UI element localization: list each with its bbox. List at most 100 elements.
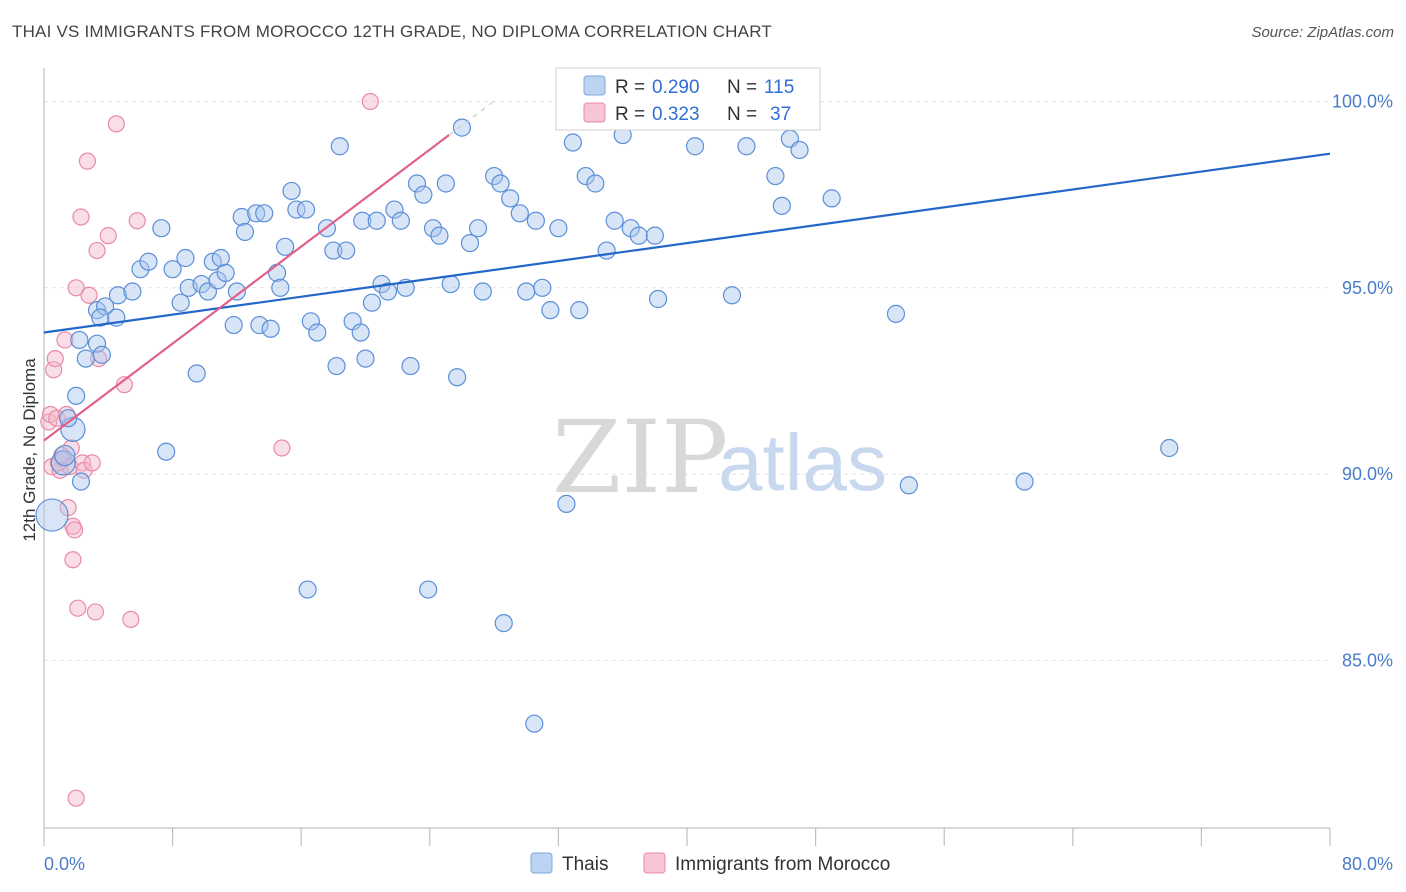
- morocco-point-25: [88, 241, 106, 260]
- thais-point-6: [71, 472, 91, 491]
- legend-bottom-morocco-swatch: [643, 852, 666, 874]
- watermark-zip: ZIP: [552, 399, 728, 516]
- thais-point-67: [414, 185, 433, 204]
- trend-lines: [43, 100, 1331, 442]
- legend-thais-n-label: N =: [727, 77, 757, 98]
- thais-point-78: [485, 166, 504, 186]
- legend-thais-r-value: 0.290: [652, 77, 700, 98]
- thais-point-72: [441, 274, 460, 294]
- thais-point-99: [648, 289, 668, 309]
- thais-point-51: [330, 137, 349, 156]
- legend-bottom-morocco-label: Immigrants from Morocco: [675, 854, 890, 875]
- y-tick-label-100: 100.0%: [1332, 92, 1393, 112]
- thais-point-37: [250, 315, 269, 335]
- thais-point-75: [460, 233, 480, 253]
- thais-point-56: [353, 211, 372, 230]
- morocco-point-31: [128, 212, 146, 230]
- thais-point-89: [563, 133, 582, 152]
- thais-point-25: [187, 364, 206, 383]
- thais-point-114: [525, 714, 544, 733]
- thais-point-20: [157, 442, 176, 461]
- thais-point-103: [737, 137, 756, 156]
- thais-point-41: [271, 278, 290, 297]
- thais-point-80: [494, 613, 513, 633]
- thais-point-83: [517, 282, 536, 301]
- thais-point-45: [296, 200, 316, 219]
- legend-thais-r-label: R =: [615, 77, 645, 98]
- morocco-point-28: [107, 115, 125, 133]
- thais-point-33: [227, 282, 246, 301]
- legend-bottom-thais-swatch: [530, 852, 553, 874]
- thais-point-105: [772, 196, 791, 215]
- thais-point-15: [108, 286, 128, 305]
- thais-point-86: [541, 301, 560, 320]
- thais-point-93: [597, 241, 616, 260]
- thais-point-42: [276, 237, 295, 256]
- thais-point-109: [822, 189, 841, 208]
- thais-point-3: [54, 444, 76, 467]
- thais-point-111: [899, 476, 918, 495]
- thais-point-91: [576, 166, 595, 186]
- thais-point-0: [35, 498, 69, 532]
- thais-point-88: [557, 494, 576, 513]
- thais-point-22: [171, 293, 190, 312]
- thais-point-97: [629, 226, 648, 245]
- thais-point-63: [391, 211, 410, 230]
- thais-point-98: [645, 226, 664, 245]
- thais-point-53: [327, 356, 346, 376]
- morocco-point-34: [361, 92, 379, 111]
- thais-point-4: [59, 409, 78, 428]
- thais-point-101: [685, 137, 705, 156]
- thais-point-19: [152, 219, 171, 238]
- chart-title: THAI VS IMMIGRANTS FROM MOROCCO 12TH GRA…: [12, 22, 772, 41]
- thais-point-85: [533, 278, 552, 297]
- thais-point-68: [419, 580, 438, 599]
- thais-point-113: [1160, 438, 1179, 458]
- thais-point-87: [549, 219, 568, 238]
- thais-point-39: [261, 319, 280, 338]
- legend-morocco-n-label: N =: [727, 104, 757, 125]
- morocco-point-4: [46, 349, 64, 368]
- thais-point-66: [407, 174, 427, 193]
- thais-point-107: [790, 140, 809, 160]
- x-tick-labels: 0.0% 80.0%: [44, 854, 1393, 874]
- series-morocco-points: [40, 92, 379, 807]
- y-tick-label-95: 95.0%: [1342, 278, 1393, 298]
- thais-point-71: [436, 174, 455, 193]
- thais-point-94: [605, 211, 624, 230]
- thais-point-77: [473, 282, 492, 301]
- thais-point-61: [378, 282, 398, 301]
- thais-point-13: [91, 308, 110, 327]
- morocco-point-33: [273, 439, 291, 457]
- legend-morocco-r-label: R =: [615, 104, 645, 125]
- legend-bottom-thais-label: Thais: [562, 854, 608, 875]
- thais-point-18: [139, 252, 158, 271]
- thais-point-35: [235, 222, 255, 242]
- watermark-atlas: atlas: [718, 418, 887, 507]
- thais-point-50: [324, 241, 343, 260]
- y-tick-label-90: 90.0%: [1342, 464, 1393, 484]
- thais-point-23: [176, 248, 195, 268]
- x-ticks: [43, 828, 1331, 846]
- thais-point-59: [367, 211, 386, 230]
- thais-point-55: [351, 323, 370, 342]
- thais-point-1: [50, 450, 76, 476]
- legend-morocco-n-value: 37: [770, 104, 791, 125]
- thais-point-84: [526, 211, 545, 230]
- thais-point-82: [510, 204, 529, 223]
- thais-point-76: [468, 219, 488, 238]
- thais-point-79: [491, 174, 510, 193]
- thais-point-58: [362, 293, 382, 312]
- legend-morocco-swatch: [583, 102, 606, 123]
- thais-point-10: [92, 345, 111, 364]
- morocco-point-27: [99, 227, 117, 245]
- thais-point-48: [308, 323, 327, 342]
- morocco-point-32: [67, 789, 85, 807]
- thais-point-5: [67, 386, 86, 405]
- watermark: ZIP atlas: [552, 399, 887, 516]
- thais-point-12: [95, 297, 115, 316]
- thais-point-57: [356, 349, 375, 368]
- y-tick-label-85: 85.0%: [1342, 650, 1393, 670]
- legend-morocco-r-value: 0.323: [652, 104, 700, 125]
- morocco-point-30: [122, 610, 140, 628]
